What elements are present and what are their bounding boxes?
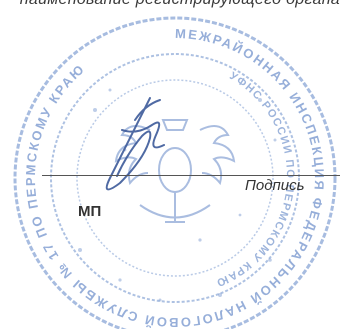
- seal-place-label: МП: [78, 203, 102, 220]
- signature-line: [42, 175, 340, 176]
- authority-name-caption: наименование регистрирующего органа: [0, 0, 340, 9]
- coat-of-arms-icon: [114, 119, 236, 223]
- handwritten-signature: [105, 97, 165, 191]
- signature-label: Подпись: [245, 177, 305, 194]
